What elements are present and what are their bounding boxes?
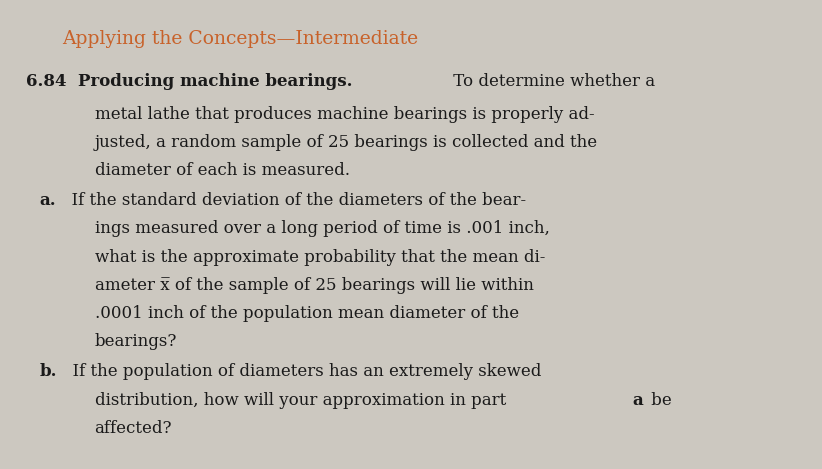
Text: If the standard deviation of the diameters of the bear-: If the standard deviation of the diamete… [61,192,526,209]
Text: be: be [646,392,672,408]
Text: diameter of each is measured.: diameter of each is measured. [95,162,349,179]
Text: bearings?: bearings? [95,333,177,350]
Text: distribution, how will your approximation in part: distribution, how will your approximatio… [95,392,511,408]
Text: a.: a. [39,192,56,209]
Text: b.: b. [39,363,57,380]
Text: justed, a random sample of 25 bearings is collected and the: justed, a random sample of 25 bearings i… [95,134,598,151]
Text: metal lathe that produces machine bearings is properly ad-: metal lathe that produces machine bearin… [95,106,594,122]
Text: 6.84  Producing machine bearings.: 6.84 Producing machine bearings. [26,73,353,90]
Text: affected?: affected? [95,420,172,437]
Text: what is the approximate probability that the mean di-: what is the approximate probability that… [95,249,545,265]
Text: ameter x̅ of the sample of 25 bearings will lie within: ameter x̅ of the sample of 25 bearings w… [95,277,533,294]
Text: ings measured over a long period of time is .001 inch,: ings measured over a long period of time… [95,220,549,237]
Text: If the population of diameters has an extremely skewed: If the population of diameters has an ex… [62,363,542,380]
Text: To determine whether a: To determine whether a [448,73,654,90]
Text: .0001 inch of the population mean diameter of the: .0001 inch of the population mean diamet… [95,305,519,322]
Text: Applying the Concepts—Intermediate: Applying the Concepts—Intermediate [62,30,418,48]
Text: a: a [632,392,643,408]
